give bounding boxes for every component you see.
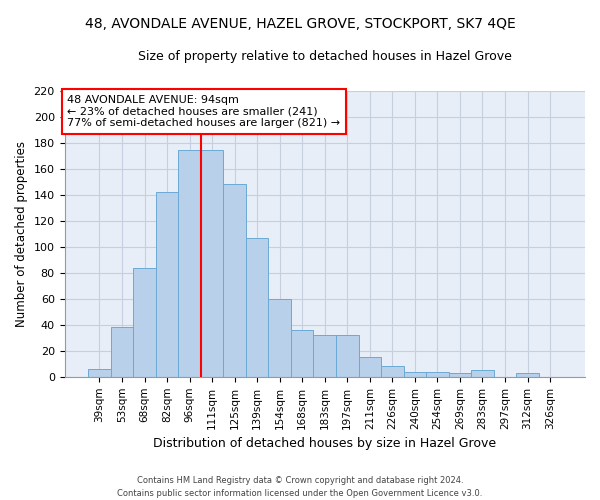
Bar: [268, 298, 291, 377]
Text: Contains HM Land Registry data © Crown copyright and database right 2024.
Contai: Contains HM Land Registry data © Crown c…: [118, 476, 482, 498]
Bar: [449, 373, 471, 377]
Bar: [223, 184, 246, 377]
Bar: [404, 372, 426, 377]
Bar: [246, 238, 268, 377]
Bar: [291, 330, 313, 377]
Bar: [313, 335, 336, 377]
Bar: [156, 192, 178, 377]
Bar: [201, 150, 223, 377]
Bar: [516, 373, 539, 377]
Bar: [471, 370, 494, 377]
Bar: [133, 268, 156, 377]
Bar: [178, 150, 201, 377]
Bar: [359, 358, 381, 377]
Text: 48, AVONDALE AVENUE, HAZEL GROVE, STOCKPORT, SK7 4QE: 48, AVONDALE AVENUE, HAZEL GROVE, STOCKP…: [85, 18, 515, 32]
X-axis label: Distribution of detached houses by size in Hazel Grove: Distribution of detached houses by size …: [153, 437, 496, 450]
Bar: [381, 366, 404, 377]
Text: 48 AVONDALE AVENUE: 94sqm
← 23% of detached houses are smaller (241)
77% of semi: 48 AVONDALE AVENUE: 94sqm ← 23% of detac…: [67, 95, 340, 128]
Bar: [426, 372, 449, 377]
Bar: [88, 369, 111, 377]
Y-axis label: Number of detached properties: Number of detached properties: [15, 140, 28, 326]
Title: Size of property relative to detached houses in Hazel Grove: Size of property relative to detached ho…: [138, 50, 512, 63]
Bar: [336, 335, 359, 377]
Bar: [111, 328, 133, 377]
